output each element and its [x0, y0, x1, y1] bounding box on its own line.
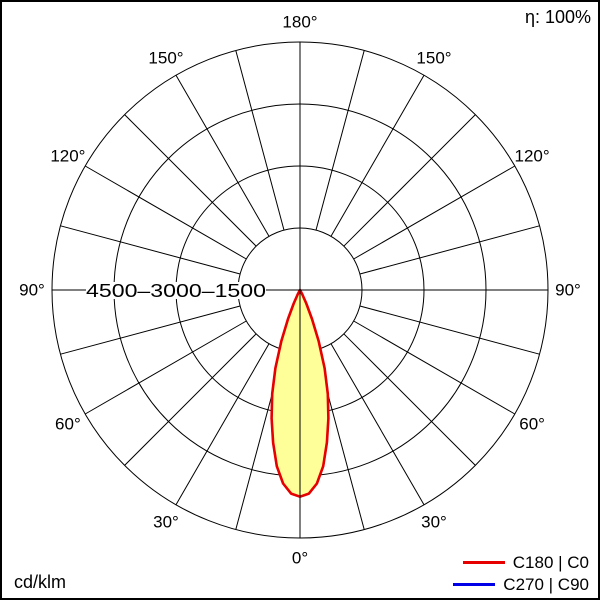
legend-label-c270-c90: C270 | C90 — [503, 575, 589, 594]
grid-spoke — [60, 305, 241, 355]
angle-label: 90° — [19, 281, 45, 300]
angle-label: 120° — [515, 147, 550, 166]
grid-spoke — [353, 320, 516, 415]
angle-label: 90° — [555, 281, 581, 300]
grid-spoke — [84, 320, 247, 415]
grid-spoke — [359, 225, 540, 275]
ring-axis-label: 4500–3000–1500 — [86, 281, 266, 301]
efficiency-label: η: 100% — [524, 7, 591, 27]
legend-item-c270-c90: C270 | C90 — [453, 576, 589, 593]
angle-label: 180° — [282, 13, 317, 32]
legend-item-c180-c0: C180 | C0 — [462, 553, 589, 572]
grid-spoke — [124, 333, 257, 466]
grid-spoke — [84, 165, 247, 260]
grid-spoke — [124, 114, 257, 247]
grid-spoke — [359, 305, 540, 355]
grid-spoke — [175, 74, 270, 237]
grid-spoke — [353, 165, 516, 260]
legend-label-c180-c0: C180 | C0 — [512, 553, 589, 572]
angle-label: 150° — [148, 48, 183, 67]
grid-spoke — [60, 225, 241, 275]
angle-label: 30° — [421, 513, 447, 532]
angle-label: 60° — [55, 415, 81, 434]
angle-label: 120° — [50, 147, 85, 166]
grid-spoke — [315, 50, 365, 231]
grid-spoke — [330, 343, 425, 506]
legend-red-line-icon — [462, 561, 505, 564]
grid-spoke — [175, 343, 270, 506]
unit-label: cd/klm — [14, 572, 67, 592]
legend: C180 | C0 C270 | C90 — [453, 554, 589, 593]
grid-spoke — [343, 114, 476, 247]
grid-spoke — [343, 333, 476, 466]
angle-label: 150° — [416, 48, 451, 67]
angle-label: 0° — [292, 549, 308, 568]
grid-spoke — [330, 74, 425, 237]
legend-blue-line-icon — [453, 583, 496, 586]
ring-axis-label-bg — [86, 282, 266, 299]
angle-label: 60° — [519, 415, 545, 434]
grid-spoke — [235, 50, 285, 231]
angle-label: 30° — [153, 513, 179, 532]
